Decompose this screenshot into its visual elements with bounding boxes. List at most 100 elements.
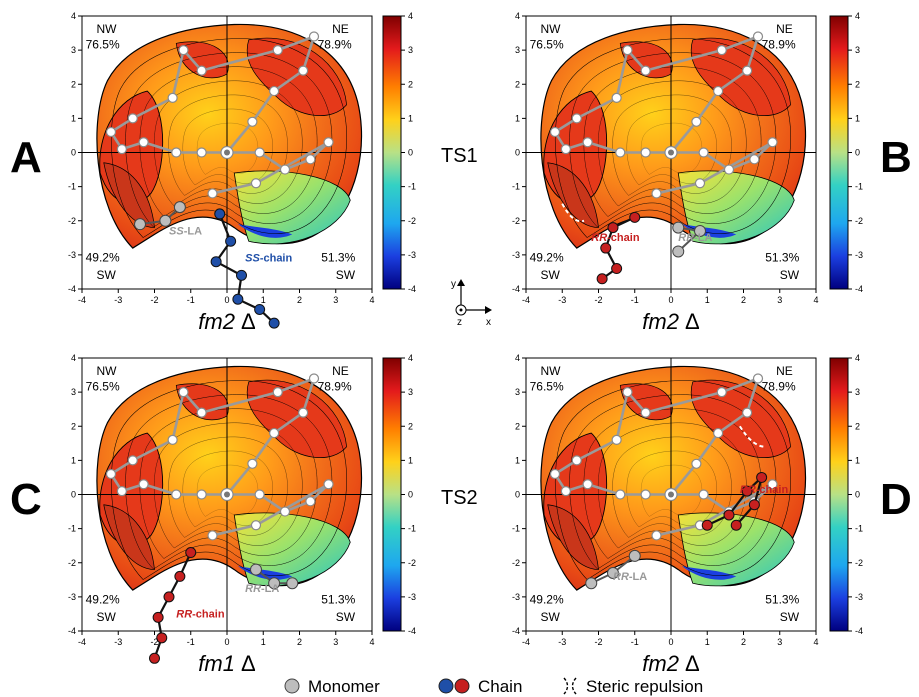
atom	[207, 188, 218, 199]
atom	[250, 178, 262, 189]
y-tick-label: -2	[512, 558, 520, 568]
atom	[138, 137, 149, 148]
y-tick-label: 2	[515, 79, 520, 89]
atom	[269, 85, 280, 97]
colorbar-tick-label: 4	[855, 11, 860, 21]
y-tick-label: 4	[71, 353, 76, 363]
atom	[622, 45, 633, 56]
chain-atom	[232, 293, 244, 305]
contour-line	[153, 422, 303, 549]
x-axis-label: fm2 Δ	[642, 309, 700, 334]
x-tick-label: -3	[114, 295, 122, 305]
se-value: 51.3%	[321, 593, 355, 607]
x-tick-label: 0	[224, 637, 229, 647]
contour-line	[125, 52, 333, 228]
sw-label: SW	[97, 610, 117, 624]
atom	[571, 113, 582, 124]
chain-atom	[149, 652, 160, 664]
atom	[723, 164, 735, 175]
atom	[694, 178, 706, 189]
atom	[691, 458, 702, 469]
y-tick-label: 0	[71, 490, 76, 500]
contour-line	[153, 80, 303, 207]
steric-repulsion-mark	[561, 203, 585, 223]
axis-y-letter: y	[451, 279, 456, 290]
legend: Monomer Chain Steric repulsion	[284, 677, 703, 696]
bond	[212, 523, 257, 537]
low-hindrance-region	[677, 170, 795, 245]
bond	[273, 411, 304, 435]
se-value: 51.3%	[321, 251, 355, 265]
colorbar-tick-label: 1	[855, 113, 860, 123]
monomer-legend-icon	[284, 678, 300, 694]
monomer-atom	[286, 577, 299, 590]
panel-letter: D	[880, 475, 912, 524]
y-tick-label: -3	[512, 592, 520, 602]
panel-letter: B	[880, 133, 912, 182]
y-tick-label: 3	[515, 387, 520, 397]
atom	[582, 137, 593, 148]
colorbar-tick-label: 0	[408, 490, 413, 500]
x-tick-label: 3	[777, 637, 782, 647]
contour-line	[110, 38, 347, 238]
atom	[698, 489, 709, 500]
bond	[576, 438, 618, 462]
atom	[611, 434, 622, 445]
chain-label: RR-chain	[176, 608, 225, 620]
contour-line	[182, 450, 273, 528]
nw-label: NW	[97, 22, 118, 36]
atom	[560, 485, 571, 497]
colorbar-tick-label: -4	[408, 626, 416, 636]
chain-blue-legend-icon	[438, 678, 454, 694]
x-tick-label: -1	[187, 295, 195, 305]
y-tick-label: -4	[512, 284, 520, 294]
colorbar-tick-label: 4	[408, 11, 413, 21]
chain-atom	[254, 303, 266, 315]
colorbar-tick-label: -2	[408, 558, 416, 568]
monomer-atom	[628, 549, 641, 562]
sw-value: 49.2%	[530, 593, 564, 607]
bond	[745, 378, 760, 413]
y-tick-label: -1	[68, 524, 76, 534]
atom	[611, 92, 622, 104]
bond	[615, 391, 629, 441]
x-tick-label: 1	[705, 295, 710, 305]
bond	[576, 96, 618, 120]
ne-value: 78.9%	[318, 37, 352, 51]
colorbar	[382, 15, 402, 290]
y-tick-label: 2	[515, 421, 520, 431]
bond	[255, 483, 330, 527]
y-tick-label: 1	[71, 455, 76, 465]
x-tick-label: -2	[594, 295, 602, 305]
atom	[138, 479, 149, 490]
atom	[196, 147, 207, 158]
bond	[201, 390, 279, 414]
colorbar-tick-label: 2	[408, 421, 413, 431]
atom	[196, 489, 207, 500]
y-tick-label: -1	[512, 182, 520, 192]
atom	[298, 407, 309, 418]
x-tick-label: 4	[369, 295, 374, 305]
atom	[105, 126, 117, 138]
chain-atom	[629, 211, 641, 223]
monomer-atom	[173, 201, 186, 214]
atom	[560, 143, 571, 155]
bond	[171, 391, 185, 441]
atom	[272, 45, 283, 56]
chain-atom	[723, 509, 735, 521]
colorbar-tick-label: -1	[855, 524, 863, 534]
x-tick-label: 2	[297, 295, 302, 305]
chain-atom	[607, 222, 619, 234]
legend-steric-repulsion: Steric repulsion	[586, 677, 703, 696]
bond	[695, 90, 720, 123]
atom	[171, 147, 182, 158]
colorbar-tick-label: -3	[408, 592, 416, 602]
bond	[699, 141, 774, 185]
nw-value: 76.5%	[86, 37, 120, 51]
nw-value: 76.5%	[530, 37, 564, 51]
axis-x-letter: x	[486, 317, 491, 328]
contour-line	[168, 436, 288, 538]
y-tick-label: -4	[512, 626, 520, 636]
y-tick-label: 0	[71, 148, 76, 158]
